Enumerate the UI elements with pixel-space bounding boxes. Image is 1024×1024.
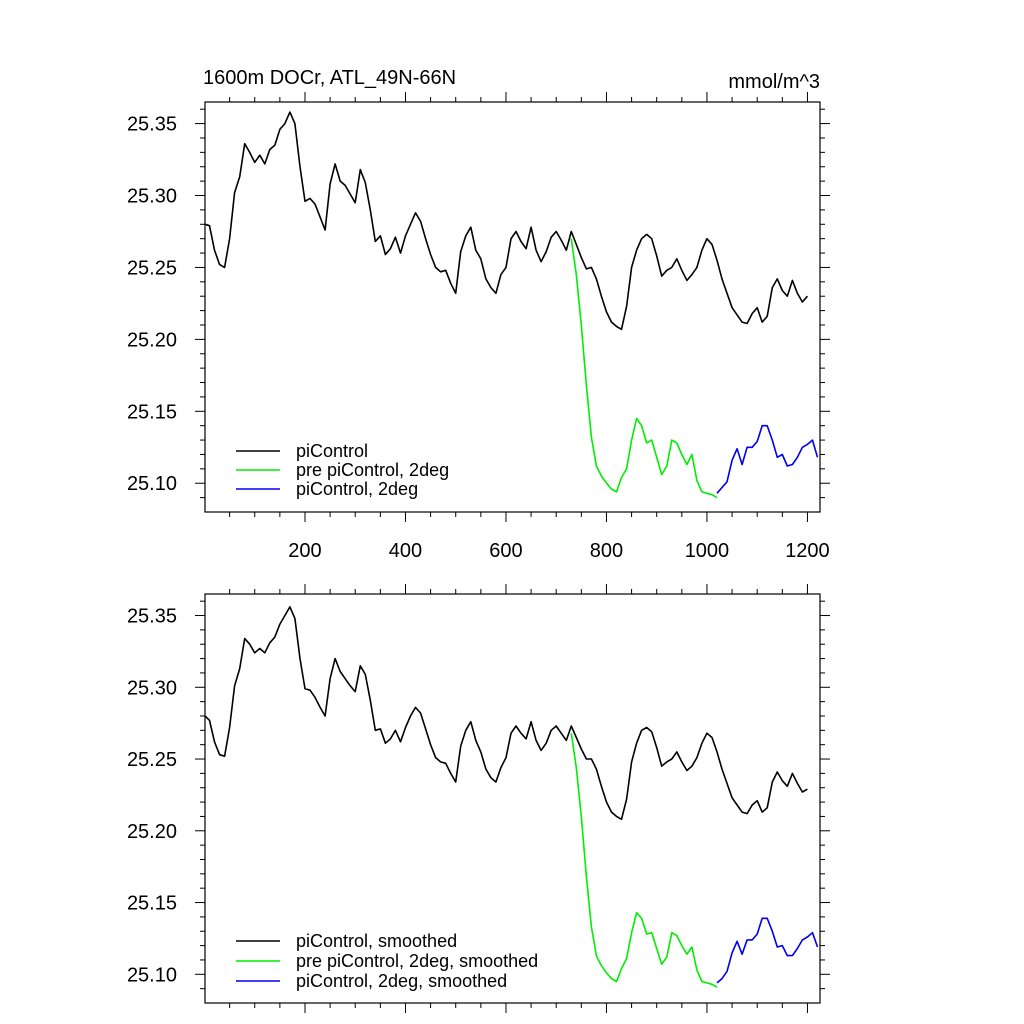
- legend-label-1: pre piControl, 2deg: [296, 460, 449, 480]
- plot-frame: [204, 101, 821, 513]
- y-tick-label: 25.15: [127, 893, 177, 915]
- y-tick-label: 25.35: [127, 114, 177, 136]
- legend-label-1: pre piControl, 2deg, smoothed: [296, 951, 538, 971]
- series-line-2: [716, 917, 819, 984]
- y-tick-label: 25.10: [127, 473, 177, 495]
- plot-frame: [204, 593, 821, 1004]
- y-tick-label: 25.15: [127, 401, 177, 423]
- chart-title: 1600m DOCr, ATL_49N-66N: [203, 67, 456, 89]
- y-tick-label: 25.20: [127, 821, 177, 843]
- y-tick-label: 25.20: [127, 329, 177, 351]
- x-tick-label: 400: [389, 540, 422, 562]
- x-tick-label: 1200: [785, 540, 830, 562]
- chart-units: mmol/m^3: [728, 71, 820, 93]
- series-line-1: [570, 733, 718, 988]
- x-tick-label: 600: [489, 540, 522, 562]
- y-tick-label: 25.10: [127, 964, 177, 986]
- x-tick-label: 1000: [685, 540, 730, 562]
- legend-label-0: piControl, smoothed: [296, 931, 457, 951]
- y-tick-label: 25.30: [127, 677, 177, 699]
- x-tick-label: 200: [288, 540, 321, 562]
- y-tick-label: 25.25: [127, 749, 177, 771]
- top-panel: 200 400 600 800 1000 1200 25.10 25.15 25.20 25.25…: [127, 92, 830, 562]
- series-line-1: [570, 238, 718, 499]
- legend-label-2: piControl, 2deg: [296, 479, 418, 499]
- bottom-panel: 25.10 25.15 25.20 25.25 25.30 25.35 piControl,…: [127, 584, 830, 1013]
- y-tick-label: 25.30: [127, 186, 177, 208]
- legend-label-0: piControl: [296, 441, 368, 461]
- series-line-0: [204, 111, 809, 331]
- series-line-2: [716, 424, 819, 494]
- legend-label-2: piControl, 2deg, smoothed: [296, 971, 507, 991]
- y-tick-label: 25.25: [127, 257, 177, 279]
- x-tick-label: 800: [590, 540, 623, 562]
- series-line-0: [204, 606, 808, 821]
- y-tick-label: 25.35: [127, 606, 177, 628]
